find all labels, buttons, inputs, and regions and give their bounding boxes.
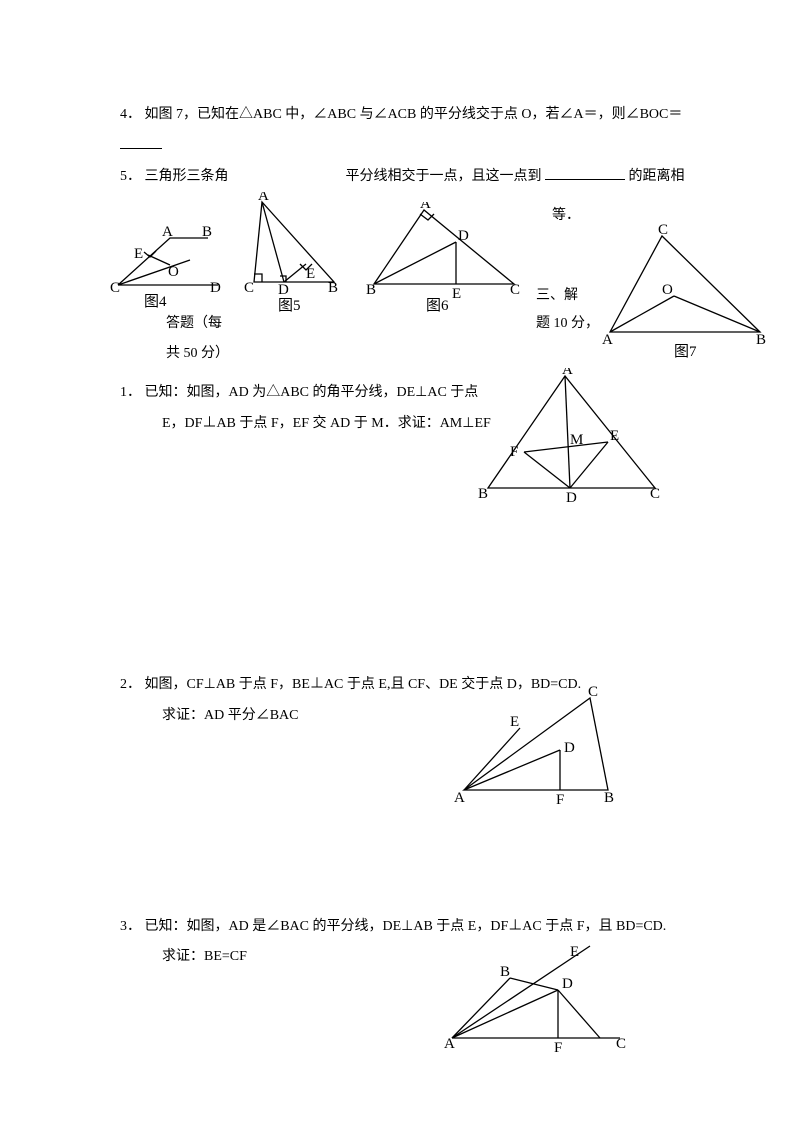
q4: 4． 如图 7，已知在△ABC 中，∠ABC 与∠ACB 的平分线交于点 O，若… [120, 100, 690, 162]
svg-text:C: C [658, 222, 668, 238]
svg-text:E: E [610, 428, 619, 444]
page: 4． 如图 7，已知在△ABC 中，∠ABC 与∠ACB 的平分线交于点 O，若… [0, 0, 800, 1013]
svg-text:E: E [570, 944, 579, 960]
svg-text:A: A [444, 1036, 455, 1052]
q5-num: 5． [120, 169, 141, 184]
figure-p2: C A B E D F [450, 680, 630, 820]
svg-text:M: M [570, 432, 583, 448]
q5-blank [545, 179, 625, 180]
svg-text:C: C [110, 280, 120, 296]
q5-line1: 5． 三角形三条角 平分线相交于一点，且这一点到 的距离相 [120, 162, 690, 193]
svg-text:A: A [258, 192, 269, 204]
svg-text:O: O [662, 282, 673, 298]
svg-text:A: A [420, 202, 431, 212]
figure-p3: A C B E D F [440, 938, 640, 1058]
svg-text:D: D [564, 740, 575, 756]
svg-text:D: D [458, 228, 469, 244]
svg-text:图7: 图7 [674, 343, 697, 360]
figrow: 等． 三、解 题 10 分， 答题（每 共 50 分） A B C D E O … [120, 192, 690, 342]
q5-text-d: 等． [552, 204, 580, 224]
p3-num: 3． [120, 919, 141, 934]
svg-text:图4: 图4 [144, 293, 167, 310]
svg-text:F: F [554, 1040, 562, 1056]
svg-text:E: E [134, 246, 143, 262]
svg-text:C: C [510, 282, 520, 298]
svg-text:D: D [566, 490, 577, 506]
q5-text-a: 三角形三条角 [145, 169, 229, 184]
q5-text-b: 平分线相交于一点，且这一点到 [346, 169, 542, 184]
svg-text:O: O [168, 264, 179, 280]
svg-text:B: B [202, 224, 212, 240]
svg-text:B: B [500, 964, 510, 980]
svg-text:A: A [562, 368, 573, 378]
svg-text:A: A [454, 790, 465, 806]
svg-text:B: B [756, 332, 766, 348]
svg-text:图6: 图6 [426, 297, 449, 312]
svg-text:B: B [478, 486, 488, 502]
svg-text:E: E [452, 286, 461, 302]
figure-5: A B C D E 图5 [242, 192, 352, 312]
svg-text:E: E [510, 714, 519, 730]
svg-text:A: A [602, 332, 613, 348]
sec3-b1: 答题（每 [166, 312, 222, 332]
svg-text:图5: 图5 [278, 297, 301, 312]
svg-text:A: A [162, 224, 173, 240]
p1-num: 1． [120, 385, 141, 400]
figure-6: A B C D E 图6 [366, 202, 526, 312]
svg-text:D: D [210, 280, 221, 296]
sec3-b2: 题 10 分， [536, 312, 599, 332]
figure-4: A B C D E O 图4 [110, 210, 230, 310]
svg-text:E: E [306, 266, 315, 282]
svg-text:C: C [650, 486, 660, 502]
svg-text:B: B [604, 790, 614, 806]
q4-blank [120, 148, 162, 149]
svg-text:D: D [278, 282, 289, 298]
sec3-a: 三、解 [536, 284, 578, 304]
svg-text:D: D [562, 976, 573, 992]
q4-text: 如图 7，已知在△ABC 中，∠ABC 与∠ACB 的平分线交于点 O，若∠A＝… [145, 107, 683, 122]
svg-text:B: B [328, 280, 338, 296]
p2-num: 2． [120, 677, 141, 692]
sec3-c: 共 50 分） [166, 342, 229, 362]
svg-text:B: B [366, 282, 376, 298]
figure-7: C A B O 图7 [602, 222, 772, 362]
svg-text:F: F [510, 444, 518, 460]
svg-text:C: C [588, 684, 598, 700]
q4-num: 4． [120, 107, 141, 122]
svg-text:C: C [616, 1036, 626, 1052]
svg-text:F: F [556, 792, 564, 808]
q5-text-c: 的距离相 [629, 169, 685, 184]
figure-p1: A B C D E F M [470, 368, 670, 518]
svg-text:C: C [244, 280, 254, 296]
